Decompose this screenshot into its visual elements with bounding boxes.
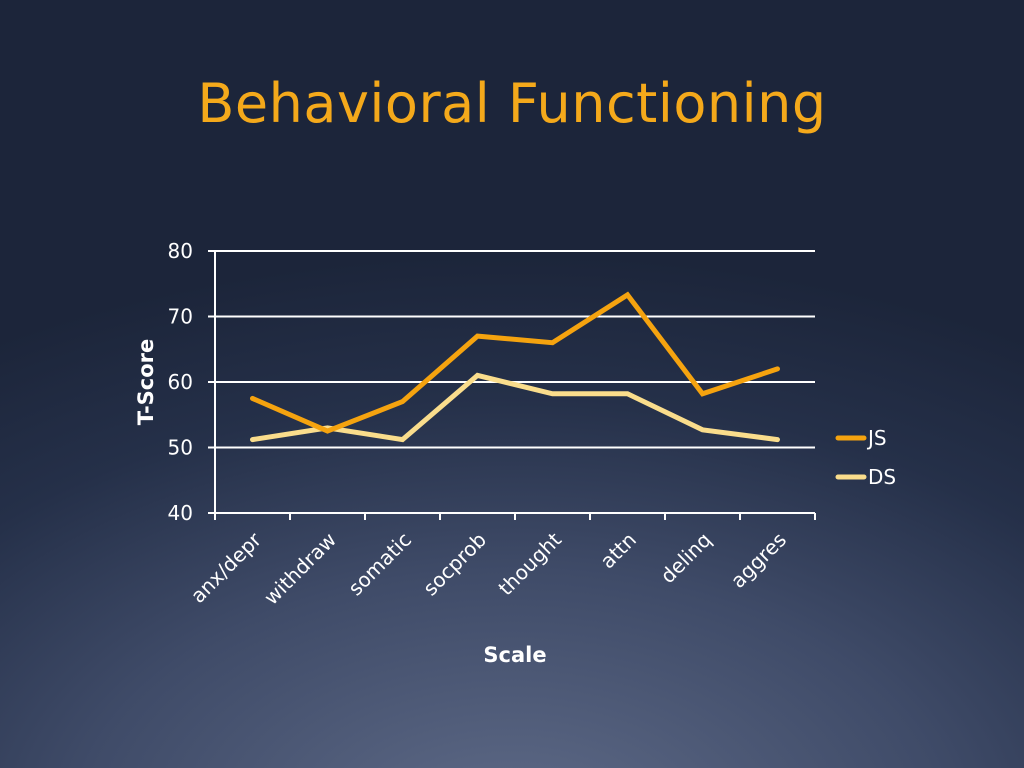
- x-tick-label: anx/depr: [186, 527, 267, 608]
- y-tick-label: 80: [168, 239, 193, 263]
- x-tick-label: aggres: [726, 528, 791, 593]
- x-tick-label: delinq: [656, 528, 716, 588]
- x-tick-label: thought: [493, 527, 566, 600]
- x-tick-label: somatic: [343, 528, 416, 601]
- series-line-ds: [250, 372, 780, 443]
- series-line-js: [250, 291, 780, 434]
- x-tick-label: withdraw: [259, 528, 341, 610]
- y-tick-label: 70: [168, 305, 193, 329]
- y-tick-label: 60: [168, 370, 193, 394]
- slide-title: Behavioral Functioning: [197, 72, 827, 135]
- legend-label-js: JS: [866, 426, 887, 450]
- y-tick-label: 40: [168, 501, 193, 525]
- series-lines: [250, 291, 780, 443]
- x-axis-title: Scale: [483, 643, 546, 667]
- x-tick-label: socprob: [418, 528, 491, 601]
- legend: JS DS: [835, 426, 896, 489]
- gridlines: [215, 250, 815, 449]
- y-tick-label: 50: [168, 436, 193, 460]
- y-tick-labels: 40 50 60 70 80: [168, 239, 193, 525]
- x-tick-label: attn: [595, 528, 641, 574]
- y-axis-title: T-Score: [134, 339, 158, 426]
- axes: [208, 250, 816, 520]
- legend-label-ds: DS: [868, 465, 896, 489]
